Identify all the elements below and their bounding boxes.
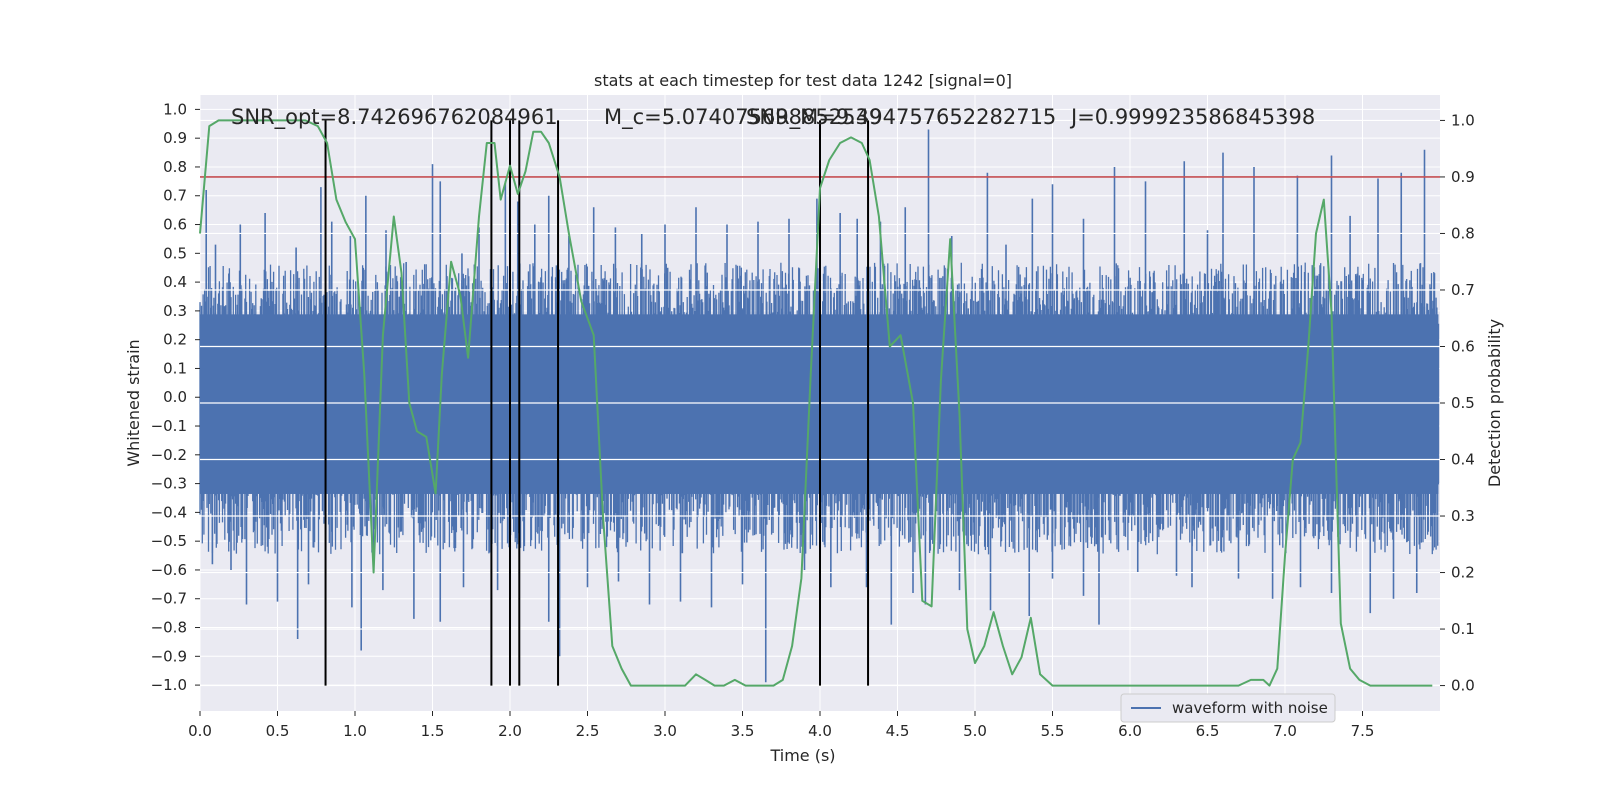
y2-tick-label: 0.4 xyxy=(1451,451,1475,469)
x-tick-label: 1.0 xyxy=(343,722,367,740)
x-tick-label: 2.5 xyxy=(576,722,600,740)
y-tick-label: 0.7 xyxy=(163,187,187,205)
x-tick-label: 3.5 xyxy=(731,722,755,740)
y-tick-label: −1.0 xyxy=(151,676,187,694)
y-tick-label: −0.6 xyxy=(151,561,187,579)
y2-tick-label: 0.6 xyxy=(1451,337,1475,355)
detection-probability-line xyxy=(199,119,1433,687)
y2-tick-label: 0.3 xyxy=(1451,507,1475,525)
y2-axis-ticks: 1.0 0.9 0.8 0.7 0.6 0.5 0.4 0.3 0.2 0.1 0.0 xyxy=(1440,111,1475,695)
x-tick-label: 7.0 xyxy=(1273,722,1297,740)
x-tick-label: 5.5 xyxy=(1041,722,1065,740)
y-tick-label: 0.0 xyxy=(163,388,187,406)
y-tick-label: −0.8 xyxy=(151,619,187,637)
x-tick-label: 0.0 xyxy=(188,722,212,740)
y-tick-label: −0.7 xyxy=(151,590,187,608)
y2-tick-label: 0.9 xyxy=(1451,168,1475,186)
x-axis-ticks: 0.0 0.5 1.0 1.5 2.0 2.5 3.0 3.5 4.0 4.5 5.0 5.5 6.0 6… xyxy=(188,711,1374,740)
annotation-snr-m: SNR_M=9.494757652282715 xyxy=(746,105,1056,130)
y-tick-label: −0.2 xyxy=(151,446,187,464)
x-tick-label: 3.0 xyxy=(653,722,677,740)
y2-tick-label: 0.5 xyxy=(1451,394,1475,412)
x-tick-label: 5.0 xyxy=(963,722,987,740)
vertical-markers xyxy=(324,120,870,686)
x-tick-label: 4.0 xyxy=(808,722,832,740)
annotation-j: J=0.999923586845398 xyxy=(1069,105,1315,129)
y-tick-label: 0.1 xyxy=(163,359,187,377)
x-tick-label: 2.0 xyxy=(498,722,522,740)
y-tick-label: 1.0 xyxy=(163,100,187,118)
detection-probability-series xyxy=(199,119,1433,687)
y2-tick-label: 0.0 xyxy=(1451,677,1475,695)
y2-tick-label: 0.7 xyxy=(1451,281,1475,299)
y-tick-label: 0.9 xyxy=(163,129,187,147)
x-tick-label: 4.5 xyxy=(886,722,910,740)
x-axis-label: Time (s) xyxy=(769,746,835,765)
annotations: SNR_opt=8.742696762084961 M_c=5.07407569… xyxy=(231,105,1315,130)
x-tick-label: 0.5 xyxy=(266,722,290,740)
y2-tick-label: 1.0 xyxy=(1451,111,1475,129)
x-tick-label: 7.5 xyxy=(1351,722,1375,740)
y-axis-ticks: 1.0 0.9 0.8 0.7 0.6 0.5 0.4 0.3 0.2 0.1 0.0 −0.1 −0.… xyxy=(151,100,200,694)
y-tick-label: −0.3 xyxy=(151,475,187,493)
y-tick-label: 0.8 xyxy=(163,158,187,176)
y2-tick-label: 0.2 xyxy=(1451,564,1475,582)
y-tick-label: 0.6 xyxy=(163,216,187,234)
x-tick-label: 6.5 xyxy=(1196,722,1220,740)
chart-title: stats at each timestep for test data 124… xyxy=(594,71,1012,90)
y-tick-label: 0.5 xyxy=(163,244,187,262)
y2-tick-label: 0.1 xyxy=(1451,620,1475,638)
y-tick-label: 0.3 xyxy=(163,302,187,320)
y-tick-label: −0.4 xyxy=(151,503,187,521)
legend-label: waveform with noise xyxy=(1172,699,1328,717)
annotation-snr-opt: SNR_opt=8.742696762084961 xyxy=(231,105,558,130)
y-tick-label: 0.2 xyxy=(163,331,187,349)
annotation-chirp-mass: M_c=5.074075698852539 xyxy=(604,105,882,130)
y-tick-label: −0.5 xyxy=(151,532,187,550)
legend-box xyxy=(1120,693,1336,723)
y-tick-label: −0.9 xyxy=(151,647,187,665)
y2-tick-label: 0.8 xyxy=(1451,224,1475,242)
legend: waveform with noise xyxy=(1120,693,1336,723)
y2-axis-label: Detection probability xyxy=(1485,319,1504,487)
x-tick-label: 6.0 xyxy=(1118,722,1142,740)
x-tick-label: 1.5 xyxy=(421,722,445,740)
y-axis-label: Whitened strain xyxy=(124,339,143,466)
y-tick-label: −0.1 xyxy=(151,417,187,435)
y-tick-label: 0.4 xyxy=(163,273,187,291)
